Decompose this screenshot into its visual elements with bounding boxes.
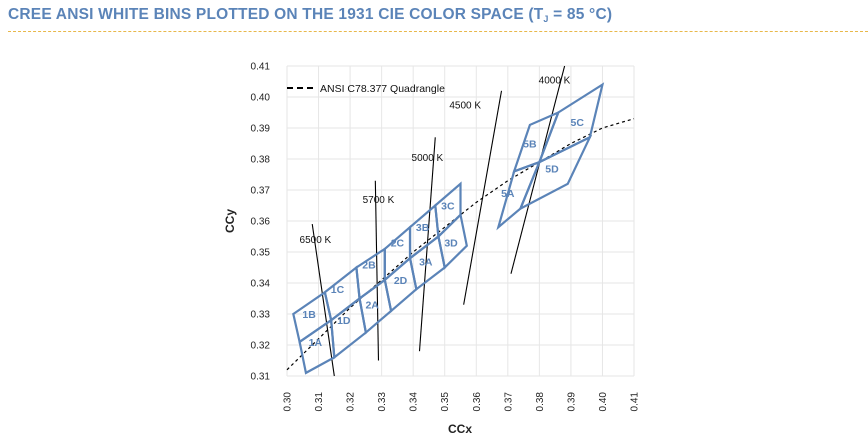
bin-label: 2D (394, 275, 408, 287)
y-tick-label: 0.37 (251, 186, 271, 197)
bin-label: 5A (501, 188, 515, 200)
cct-line (374, 180, 380, 361)
chart-title: CREE ANSI WHITE BINS PLOTTED ON THE 1931… (8, 6, 612, 24)
bin-label: 3B (416, 222, 430, 234)
x-tick-label: 0.33 (377, 392, 388, 412)
bin-label: 5B (523, 139, 537, 151)
y-tick-label: 0.41 (251, 62, 271, 73)
y-tick-label: 0.36 (251, 217, 271, 228)
bin-label: 5C (570, 117, 584, 129)
chart-grid (286, 65, 635, 377)
ansi-bins: 1A 1B 1C 1D 2A 2B 2C 2D 3A 3B 3C 3D 5A 5B 5C 5D (292, 82, 605, 375)
y-tick-label: 0.40 (251, 93, 271, 104)
bin-label: 2A (365, 300, 379, 312)
bin-label: 1C (331, 284, 345, 296)
x-tick-label: 0.39 (566, 392, 577, 412)
cct-label: 5700 K (363, 195, 395, 206)
title-end: = 85 °C) (548, 6, 613, 23)
bin-quadrangle (437, 212, 469, 270)
bin-label: 2B (362, 259, 376, 271)
x-axis-ticks: 0.30 0.31 0.32 0.33 0.34 0.35 0.36 0.37 0.38 0.39… (283, 392, 641, 412)
y-tick-label: 0.35 (251, 248, 271, 259)
x-tick-label: 0.30 (283, 392, 294, 412)
cct-label: 4000 K (539, 75, 571, 86)
x-tick-label: 0.41 (630, 392, 641, 412)
cct-label: 5000 K (412, 153, 444, 164)
x-tick-label: 0.34 (409, 392, 420, 412)
title-subscript: J (543, 14, 549, 24)
x-tick-label: 0.32 (346, 392, 357, 412)
bin-quadrangle (383, 224, 412, 283)
y-axis-ticks: 0.31 0.32 0.33 0.34 0.35 0.36 0.37 0.38 0.39 0.40… (251, 62, 271, 383)
y-tick-label: 0.33 (251, 310, 271, 321)
bin-label: 2C (391, 238, 405, 250)
y-tick-label: 0.32 (251, 341, 271, 352)
y-tick-label: 0.38 (251, 155, 271, 166)
bin-label: 1B (302, 309, 316, 321)
cct-label: 4500 K (449, 100, 481, 111)
x-tick-label: 0.38 (535, 392, 546, 412)
x-tick-label: 0.37 (503, 392, 514, 412)
bin-label: 3A (419, 256, 433, 268)
y-tick-label: 0.39 (251, 124, 271, 135)
y-tick-label: 0.34 (251, 279, 271, 290)
bin-quadrangle (355, 246, 386, 301)
bin-label: 5D (545, 163, 559, 175)
y-tick-label: 0.31 (251, 372, 271, 383)
x-tick-label: 0.35 (440, 392, 451, 412)
bin-label: 1D (337, 315, 351, 327)
y-axis-label: CCy (223, 209, 237, 233)
bin-label: 1A (309, 337, 323, 349)
cct-line (463, 90, 503, 305)
x-tick-label: 0.40 (598, 392, 609, 412)
cct-line (510, 65, 566, 274)
x-axis-label: CCx (448, 422, 472, 436)
title-divider (8, 31, 868, 32)
cct-label: 6500 K (300, 235, 332, 246)
x-tick-label: 0.31 (314, 392, 325, 412)
bin-label: 3C (441, 201, 455, 213)
bin-quadrangle (518, 134, 593, 211)
legend-label: ANSI C78.377 Quadrangle (320, 83, 445, 95)
cct-line (311, 224, 335, 377)
x-tick-label: 0.36 (472, 392, 483, 412)
chart-legend: ANSI C78.377 Quadrangle (287, 83, 445, 95)
bin-label: 3D (444, 238, 458, 250)
title-main: CREE ANSI WHITE BINS PLOTTED ON THE 1931… (8, 6, 544, 23)
